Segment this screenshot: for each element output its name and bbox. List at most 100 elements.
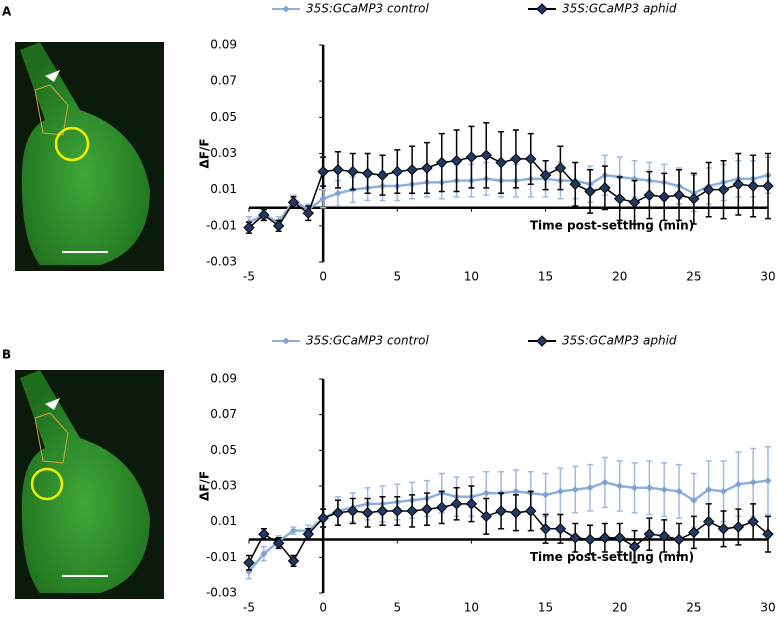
data-point <box>764 477 772 485</box>
data-point <box>569 532 581 544</box>
data-point <box>421 503 433 515</box>
data-point <box>317 512 329 524</box>
data-point <box>406 164 418 176</box>
data-point <box>705 486 713 494</box>
data-point <box>599 182 611 194</box>
data-point <box>495 505 507 517</box>
data-point <box>258 209 270 221</box>
data-point <box>260 550 268 558</box>
data-point <box>584 533 596 546</box>
data-point <box>720 487 728 495</box>
data-point <box>688 526 700 539</box>
data-point <box>450 498 463 510</box>
panel-label: A <box>2 5 12 19</box>
y-tick-label: 0.09 <box>210 38 237 52</box>
y-tick-label: 0.07 <box>210 407 237 421</box>
data-point <box>747 180 759 192</box>
data-point <box>495 156 507 169</box>
data-point <box>539 523 552 535</box>
data-point <box>717 523 730 535</box>
data-point <box>510 507 522 519</box>
data-point <box>614 193 626 205</box>
data-point <box>645 484 653 492</box>
legend-label: 35S:GCaMP3 control <box>306 2 430 16</box>
data-point <box>599 532 611 544</box>
data-point <box>436 501 448 514</box>
data-point <box>601 478 609 486</box>
y-tick-label: -0.01 <box>206 550 237 564</box>
legend-label: 35S:GCaMP3 aphid <box>562 334 677 348</box>
legend-marker <box>536 3 548 15</box>
data-point <box>243 221 255 234</box>
data-point <box>658 191 670 203</box>
legend-marker <box>282 337 290 345</box>
data-point <box>569 178 581 190</box>
legend-marker <box>536 335 548 347</box>
data-point <box>482 489 490 497</box>
x-tick-label: 25 <box>686 270 701 284</box>
data-point <box>317 165 329 178</box>
data-point <box>361 507 374 519</box>
x-tick-label: 30 <box>760 601 775 615</box>
data-point <box>376 169 389 181</box>
data-point <box>480 510 492 523</box>
x-tick-label: -5 <box>243 270 255 284</box>
data-point <box>319 195 327 203</box>
y-tick-label: -0.01 <box>206 218 237 232</box>
data-point <box>556 487 564 495</box>
series <box>243 122 774 234</box>
data-point <box>525 153 537 165</box>
data-point <box>512 487 520 495</box>
y-tick-label: 0.05 <box>210 110 237 124</box>
x-tick-label: 10 <box>464 601 479 615</box>
data-point <box>628 540 641 553</box>
x-tick-label: 15 <box>538 270 553 284</box>
data-point <box>376 505 389 517</box>
data-point <box>272 537 285 549</box>
data-point <box>302 528 315 540</box>
data-point <box>539 169 552 181</box>
data-point <box>717 183 730 196</box>
data-point <box>258 528 270 540</box>
data-point <box>347 505 359 517</box>
data-point <box>643 189 656 201</box>
data-point <box>732 521 745 533</box>
data-point <box>421 162 433 174</box>
data-point <box>673 189 685 201</box>
y-axis-label: ΔF/F <box>198 138 212 168</box>
data-point <box>480 149 492 162</box>
x-axis-label: Time post-settling (min) <box>530 550 694 564</box>
legend-marker <box>282 5 290 13</box>
x-tick-label: 15 <box>538 601 553 615</box>
data-point <box>510 153 522 165</box>
data-point <box>628 196 641 209</box>
y-tick-label: 0.03 <box>210 479 237 493</box>
data-point <box>762 180 774 192</box>
panel-label: B <box>2 348 11 362</box>
data-point <box>675 487 683 495</box>
y-tick-label: 0.09 <box>210 372 237 386</box>
x-tick-label: 10 <box>464 270 479 284</box>
data-point <box>673 533 685 546</box>
data-point <box>406 505 418 517</box>
y-tick-label: 0.01 <box>210 182 237 196</box>
data-point <box>643 528 656 540</box>
x-tick-label: -5 <box>243 601 255 615</box>
data-point <box>347 165 359 178</box>
x-tick-label: 0 <box>319 601 327 615</box>
data-point <box>702 515 715 528</box>
data-point <box>436 156 448 169</box>
data-point <box>289 527 297 535</box>
data-point <box>688 193 700 205</box>
x-axis-label: Time post-settling (min) <box>530 218 694 232</box>
data-point <box>690 496 698 504</box>
x-tick-label: 25 <box>686 601 701 615</box>
data-point <box>334 189 342 197</box>
data-point <box>465 151 478 163</box>
y-axis-label: ΔF/F <box>198 471 212 501</box>
data-point <box>554 523 567 535</box>
data-point <box>616 482 624 490</box>
y-tick-label: -0.03 <box>206 586 237 600</box>
series <box>243 485 774 571</box>
